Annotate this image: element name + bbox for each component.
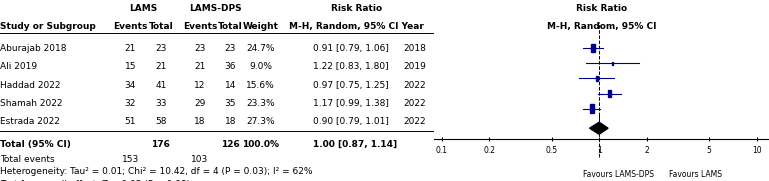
Text: Favours LAMS: Favours LAMS bbox=[669, 170, 722, 179]
Text: Haddad 2022: Haddad 2022 bbox=[0, 81, 61, 90]
Text: Ali 2019: Ali 2019 bbox=[0, 62, 37, 71]
Text: 15.6%: 15.6% bbox=[246, 81, 275, 90]
Text: 1.22 [0.83, 1.80]: 1.22 [0.83, 1.80] bbox=[313, 62, 388, 71]
Text: 27.3%: 27.3% bbox=[246, 117, 275, 126]
Bar bbox=[608, 90, 611, 97]
Polygon shape bbox=[590, 122, 608, 134]
Text: Favours LAMS-DPS: Favours LAMS-DPS bbox=[583, 170, 654, 179]
Text: 15: 15 bbox=[125, 62, 136, 71]
Text: 10: 10 bbox=[752, 146, 761, 155]
Text: 23: 23 bbox=[155, 44, 166, 53]
Text: M-H, Random, 95% CI: M-H, Random, 95% CI bbox=[547, 22, 657, 31]
Text: 41: 41 bbox=[155, 81, 166, 90]
Text: 21: 21 bbox=[155, 62, 166, 71]
Text: 58: 58 bbox=[155, 117, 167, 126]
Text: 51: 51 bbox=[125, 117, 136, 126]
Text: Aburajab 2018: Aburajab 2018 bbox=[0, 44, 66, 53]
Text: Heterogeneity: Tau² = 0.01; Chi² = 10.42, df = 4 (P = 0.03); I² = 62%: Heterogeneity: Tau² = 0.01; Chi² = 10.42… bbox=[0, 167, 312, 176]
Text: 126: 126 bbox=[221, 140, 240, 149]
Text: 0.1: 0.1 bbox=[436, 146, 448, 155]
Text: 153: 153 bbox=[122, 155, 139, 164]
Bar bbox=[612, 62, 613, 65]
Text: 29: 29 bbox=[195, 99, 205, 108]
Text: 9.0%: 9.0% bbox=[249, 62, 272, 71]
Text: 34: 34 bbox=[125, 81, 136, 90]
Text: 21: 21 bbox=[125, 44, 136, 53]
Text: 176: 176 bbox=[151, 140, 170, 149]
Text: 0.97 [0.75, 1.25]: 0.97 [0.75, 1.25] bbox=[313, 81, 388, 90]
Text: 14: 14 bbox=[225, 81, 236, 90]
Text: 2022: 2022 bbox=[403, 99, 426, 108]
Text: 1: 1 bbox=[597, 146, 601, 155]
Text: Total: Total bbox=[218, 22, 243, 31]
Text: 23: 23 bbox=[225, 44, 236, 53]
Text: Total (95% CI): Total (95% CI) bbox=[0, 140, 71, 149]
Text: Risk Ratio: Risk Ratio bbox=[331, 4, 382, 13]
Text: Total events: Total events bbox=[0, 155, 55, 164]
Text: 1.17 [0.99, 1.38]: 1.17 [0.99, 1.38] bbox=[313, 99, 388, 108]
Text: M-H, Random, 95% CI Year: M-H, Random, 95% CI Year bbox=[289, 22, 424, 31]
Text: Events: Events bbox=[113, 22, 148, 31]
Text: 23: 23 bbox=[195, 44, 205, 53]
Text: 2022: 2022 bbox=[403, 81, 426, 90]
Text: 0.2: 0.2 bbox=[483, 146, 495, 155]
Text: 35: 35 bbox=[225, 99, 236, 108]
Text: 0.90 [0.79, 1.01]: 0.90 [0.79, 1.01] bbox=[313, 117, 388, 126]
Text: Weight: Weight bbox=[243, 22, 278, 31]
Text: Test for overall effect: Z = 0.03 (P = 0.98): Test for overall effect: Z = 0.03 (P = 0… bbox=[0, 180, 190, 181]
Text: 100.0%: 100.0% bbox=[242, 140, 279, 149]
Text: 2022: 2022 bbox=[403, 117, 426, 126]
Text: 0.5: 0.5 bbox=[546, 146, 558, 155]
Bar bbox=[590, 104, 594, 113]
Text: 21: 21 bbox=[195, 62, 205, 71]
Text: Events: Events bbox=[183, 22, 217, 31]
Text: LAMS-DPS: LAMS-DPS bbox=[188, 4, 241, 13]
Text: Risk Ratio: Risk Ratio bbox=[576, 4, 628, 13]
Text: 18: 18 bbox=[225, 117, 236, 126]
Text: Total: Total bbox=[148, 22, 173, 31]
Text: Estrada 2022: Estrada 2022 bbox=[0, 117, 60, 126]
Text: 5: 5 bbox=[707, 146, 711, 155]
Text: 12: 12 bbox=[195, 81, 205, 90]
Text: 24.7%: 24.7% bbox=[246, 44, 275, 53]
Text: 33: 33 bbox=[155, 99, 167, 108]
Bar bbox=[596, 76, 598, 81]
Text: 23.3%: 23.3% bbox=[246, 99, 275, 108]
Text: Shamah 2022: Shamah 2022 bbox=[0, 99, 62, 108]
Text: 0.91 [0.79, 1.06]: 0.91 [0.79, 1.06] bbox=[313, 44, 388, 53]
Text: 1.00 [0.87, 1.14]: 1.00 [0.87, 1.14] bbox=[313, 140, 397, 149]
Text: LAMS: LAMS bbox=[129, 4, 158, 13]
Text: 2018: 2018 bbox=[403, 44, 426, 53]
Text: Study or Subgroup: Study or Subgroup bbox=[0, 22, 96, 31]
Text: 32: 32 bbox=[125, 99, 136, 108]
Text: 2: 2 bbox=[644, 146, 649, 155]
Text: 36: 36 bbox=[225, 62, 236, 71]
Bar bbox=[591, 44, 594, 52]
Text: 2019: 2019 bbox=[403, 62, 426, 71]
Text: 18: 18 bbox=[194, 117, 205, 126]
Text: 103: 103 bbox=[191, 155, 208, 164]
